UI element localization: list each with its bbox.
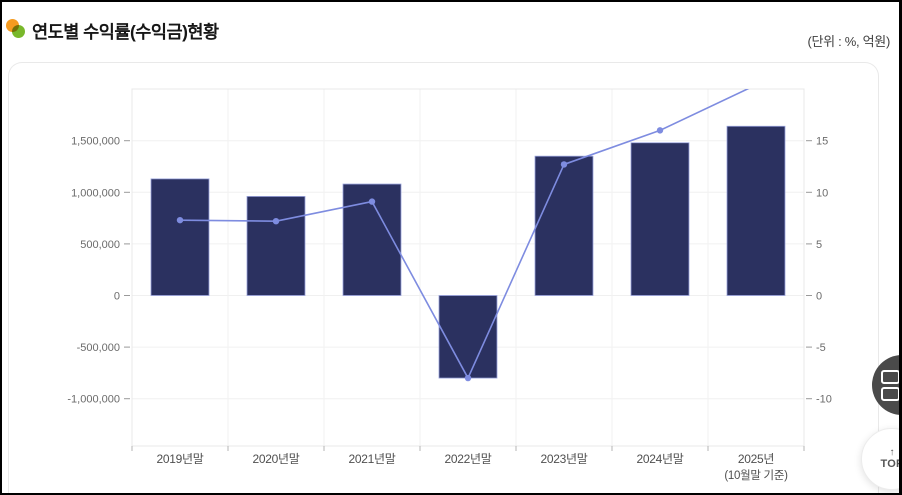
left-tick-label: 1,000,000 — [71, 187, 120, 199]
up-arrow-icon: ↑ — [889, 446, 895, 458]
x-label-2019년말: 2019년말 — [157, 452, 204, 466]
bar-2020년말[interactable] — [246, 196, 306, 296]
gridlines — [131, 89, 805, 446]
right-tick-label: -5 — [816, 342, 826, 354]
bar-2022년말[interactable] — [438, 295, 498, 379]
x-label-2025년: 2025년 — [738, 452, 774, 466]
right-tick-label: 5 — [816, 239, 822, 251]
line-series — [176, 82, 759, 382]
chat-glyph-icon — [881, 370, 900, 404]
left-tick-label: 0 — [114, 291, 120, 303]
axes: -1,000,000 -500,000 0 500,000 1,000,000 1,500… — [67, 136, 832, 482]
bar-2019년말[interactable] — [150, 178, 210, 296]
screen-border-right — [899, 0, 902, 495]
x-label-2020년말: 2020년말 — [253, 452, 300, 466]
left-tick-label: 500,000 — [80, 239, 120, 251]
line-point-2023년말[interactable] — [560, 161, 568, 168]
line-point-2024년말[interactable] — [656, 127, 664, 134]
line-point-2020년말[interactable] — [272, 217, 280, 225]
line-point-2025년[interactable] — [753, 82, 759, 88]
right-tick-label: -10 — [816, 394, 832, 406]
screen-border-left — [0, 0, 2, 495]
x-sublabel-2025년: (10월말 기준) — [724, 468, 788, 482]
left-tick-label: -500,000 — [77, 342, 120, 354]
x-label-2024년말: 2024년말 — [637, 452, 684, 466]
top-button-label: TOP — [880, 457, 902, 470]
bar-2023년말[interactable] — [534, 155, 594, 296]
right-tick-label: 0 — [816, 291, 822, 303]
screen-border-top — [0, 0, 902, 2]
x-label-2023년말: 2023년말 — [541, 452, 588, 466]
bar-2024년말[interactable] — [630, 142, 690, 296]
line-point-2021년말[interactable] — [368, 198, 376, 205]
left-tick-label: 1,500,000 — [71, 136, 120, 148]
bar-2025년[interactable] — [726, 125, 786, 296]
right-tick-label: 10 — [816, 187, 828, 199]
green-circle-icon — [12, 25, 25, 38]
bar-2021년말[interactable] — [342, 183, 402, 296]
line-point-2019년말[interactable] — [176, 216, 184, 224]
right-tick-label: 15 — [816, 136, 828, 148]
title-bullet-icon — [6, 18, 30, 42]
x-label-2021년말: 2021년말 — [349, 452, 396, 466]
unit-note: (단위 : %, 억원) — [807, 34, 890, 49]
page-header: 연도별 수익률(수익금)현황 (단위 : %, 억원) — [0, 0, 902, 60]
x-label-2022년말: 2022년말 — [445, 452, 492, 466]
plot-border — [131, 88, 805, 447]
bar-series — [150, 125, 786, 379]
line-point-2022년말[interactable] — [464, 374, 472, 382]
left-tick-label: -1,000,000 — [67, 394, 120, 406]
screen-border-bottom — [0, 493, 902, 495]
page-title: 연도별 수익률(수익금)현황 — [32, 22, 219, 42]
